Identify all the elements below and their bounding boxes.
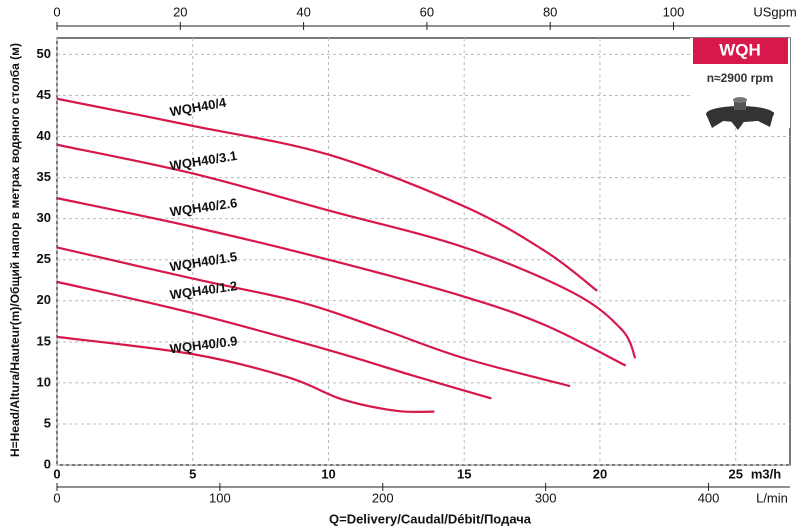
badge-bg	[693, 38, 788, 64]
x-tick-label: 10	[321, 466, 335, 481]
y-tick-label: 5	[44, 415, 51, 430]
axis-unit: USgpm	[753, 4, 796, 19]
curve	[56, 197, 627, 367]
y-tick-label: 15	[37, 333, 51, 348]
y-tick-label: 35	[37, 169, 51, 184]
x-tick-label: 25	[728, 466, 742, 481]
x-unit: m3/h	[751, 466, 781, 481]
y-tick-label: 25	[37, 251, 51, 266]
y-tick-label: 30	[37, 210, 51, 225]
axis-unit: L/min	[756, 490, 788, 505]
badge: WQH	[719, 40, 761, 59]
tick-label: 100	[209, 490, 231, 505]
tick-label: 400	[698, 490, 720, 505]
curve	[56, 246, 571, 388]
tick-label: 60	[420, 4, 434, 19]
impeller-icon	[706, 97, 774, 130]
curve	[56, 143, 637, 359]
x-axis-title: Q=Delivery/Caudal/Débit/Подача	[329, 511, 532, 526]
x-tick-label: 5	[189, 466, 196, 481]
tick-label: 80	[543, 4, 557, 19]
speed: n≈2900 rpm	[707, 71, 774, 85]
y-axis-title: H=Head/Altura/Hauteur(m)/Общий напор в м…	[8, 43, 22, 457]
tick-label: 0	[53, 4, 60, 19]
tick-label: 20	[173, 4, 187, 19]
tick-label: 40	[296, 4, 310, 19]
tick-label: 0	[53, 490, 60, 505]
curve	[56, 335, 435, 414]
curve	[56, 280, 492, 400]
curve	[56, 97, 598, 292]
tick-label: 200	[372, 490, 394, 505]
x-tick-label: 20	[593, 466, 607, 481]
tick-label: 300	[535, 490, 557, 505]
plot-area	[56, 37, 791, 466]
y-tick-label: 50	[37, 46, 51, 61]
legend-box: WQH n≈2900 rpm	[690, 38, 790, 130]
y-tick-label: 40	[37, 128, 51, 143]
y-tick-label: 10	[37, 374, 51, 389]
tick-label: 100	[663, 4, 685, 19]
y-tick-label: 0	[44, 456, 51, 471]
x-tick-label: 0	[53, 466, 60, 481]
y-tick-label: 45	[37, 87, 51, 102]
x-tick-label: 15	[457, 466, 471, 481]
y-tick-label: 20	[37, 292, 51, 307]
